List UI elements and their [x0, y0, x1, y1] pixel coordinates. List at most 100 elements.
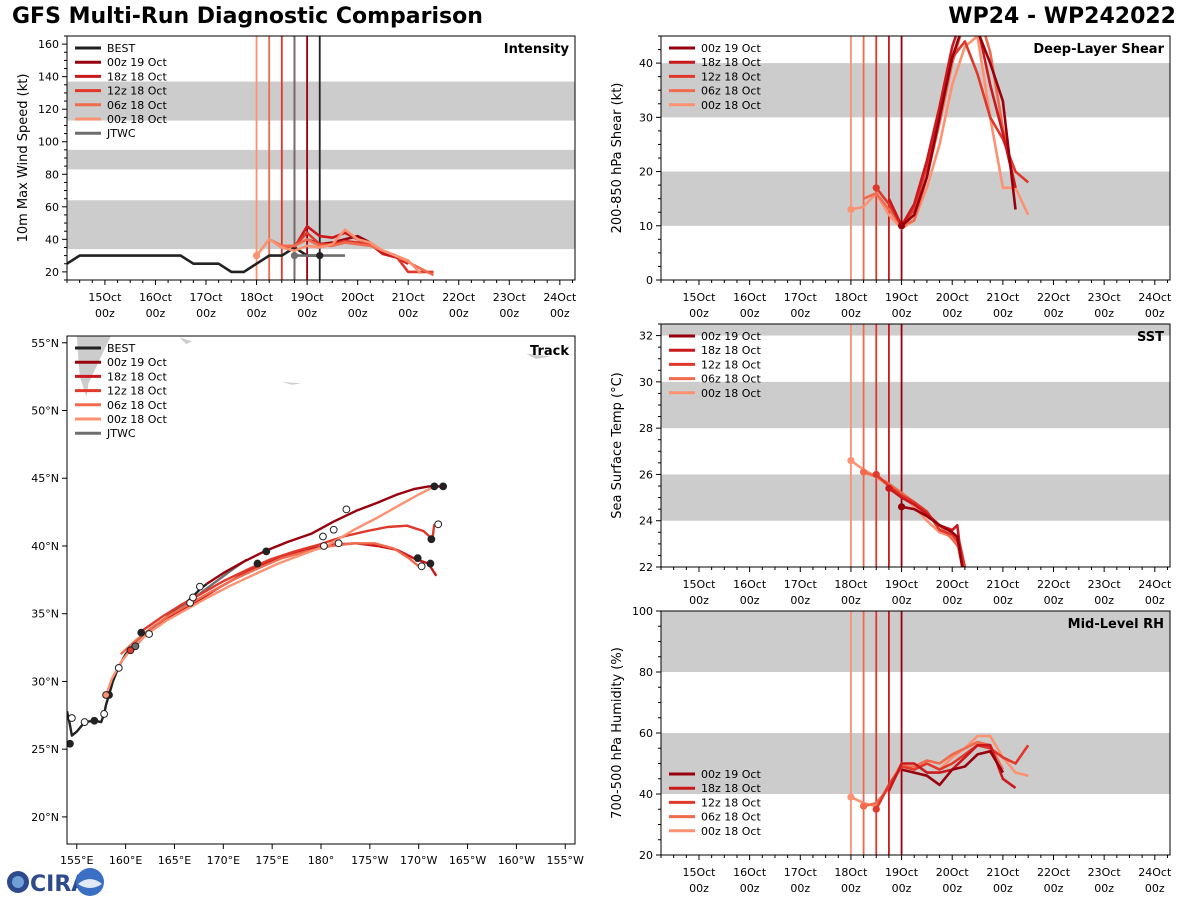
intensity-xtick-label: 19Oct: [291, 291, 325, 304]
track-xtick-label: 160°W: [498, 854, 535, 867]
rh-xtick-label: 15Oct: [682, 866, 716, 879]
sst-xtick-sublabel: 00z: [740, 594, 760, 607]
shear-ytick-label: 0: [646, 274, 653, 287]
track-xtick-label: 175°W: [351, 854, 388, 867]
legend-label-06z-18-oct: 06z 18 Oct: [701, 373, 761, 386]
shear-xtick-label: 15Oct: [682, 291, 716, 304]
track-marker-00z-19-oct: [334, 539, 343, 548]
track-marker-00z-19-oct: [426, 559, 435, 568]
intensity-ytick-label: 120: [38, 103, 59, 116]
intensity-ytick-label: 40: [45, 233, 59, 246]
track-xtick-label: 175°E: [255, 854, 288, 867]
intensity-marker-best: [316, 252, 324, 260]
legend-label-00z-18-oct: 00z 18 Oct: [107, 413, 167, 426]
track-marker-00z-19-oct: [329, 525, 338, 534]
intensity-xtick-sublabel: 00z: [146, 307, 166, 320]
rh-marker-00z-18-oct: [847, 793, 855, 801]
track-marker-best: [114, 663, 123, 672]
intensity-title: Intensity: [504, 42, 570, 57]
intensity-xtick-label: 15Oct: [88, 291, 122, 304]
intensity-xtick-label: 24Oct: [543, 291, 577, 304]
rh-xtick-sublabel: 00z: [1094, 882, 1114, 895]
aleutian-islands-east: [526, 353, 551, 360]
track-marker-00z-19-oct: [320, 542, 328, 550]
track-title: Track: [530, 344, 569, 359]
shear-panel: 0 10 20 30 40 15Oct 00z 16Oct 00z 17Oct 00z 18Oct 00…: [610, 35, 1172, 320]
intensity-xtick-sublabel: 00z: [398, 307, 418, 320]
page-title: GFS Multi-Run Diagnostic Comparison: [12, 4, 483, 29]
sst-xtick-sublabel: 00z: [892, 594, 912, 607]
intensity-threshold-band: [67, 81, 575, 121]
legend-label-jtwc: JTWC: [106, 427, 136, 440]
shear-ytick-label: 30: [639, 111, 653, 124]
shear-ytick-label: 10: [639, 220, 653, 233]
track-marker-best: [145, 630, 153, 638]
shear-threshold-band: [661, 63, 1170, 118]
legend-label-00z-18-oct: 00z 18 Oct: [701, 387, 761, 400]
rh-ytick-label: 20: [639, 849, 653, 862]
intensity-xtick-sublabel: 00z: [297, 307, 317, 320]
sst-ytick-label: 28: [639, 422, 653, 435]
rh-xtick-label: 23Oct: [1088, 866, 1122, 879]
shear-xtick-label: 20Oct: [936, 291, 970, 304]
shear-xtick-label: 21Oct: [986, 291, 1020, 304]
track-marker-jtwc: [131, 642, 140, 651]
legend-label-18z-18-oct: 18z 18 Oct: [701, 782, 761, 795]
sst-plot-area: [661, 324, 1170, 567]
shear-xtick-sublabel: 00z: [790, 307, 810, 320]
intensity-series-00z-18-oct: [255, 228, 422, 275]
intensity-series-best: [67, 246, 320, 274]
sst-ytick-label: 32: [639, 330, 653, 343]
track-marker-00z-19-oct: [342, 505, 351, 514]
track-xtick-label: 155°W: [547, 854, 584, 867]
sst-xtick-label: 16Oct: [733, 578, 767, 591]
track-marker-best: [137, 628, 146, 637]
sst-ytick-label: 26: [639, 468, 653, 481]
track-marker-00z-18-oct: [102, 691, 110, 699]
intensity-ytick-label: 60: [45, 201, 59, 214]
track-ytick-label: 45°N: [31, 472, 59, 485]
shear-xtick-label: 16Oct: [733, 291, 767, 304]
rh-panel: 20 40 60 80 100 15Oct 00z 16Oct 00z 17Oct 00z 18Oct…: [610, 605, 1172, 895]
track-marker-00z-19-oct: [427, 535, 436, 544]
sst-title: SST: [1137, 330, 1164, 345]
shear-xtick-sublabel: 00z: [1145, 307, 1165, 320]
shear-xtick-sublabel: 00z: [689, 307, 709, 320]
sst-marker-18z-18-oct: [885, 484, 893, 492]
track-ytick-label: 20°N: [31, 811, 59, 824]
shear-xtick-label: 18Oct: [834, 291, 868, 304]
rh-xtick-sublabel: 00z: [1145, 882, 1165, 895]
track-xtick-label: 180°: [308, 854, 335, 867]
rh-ylabel: 700-500 hPa Humidity (%): [610, 647, 625, 819]
storm-id: WP24 - WP242022: [948, 4, 1176, 29]
sst-xtick-sublabel: 00z: [841, 594, 861, 607]
track-ytick-label: 55°N: [31, 337, 59, 350]
kamchatka-landmass: [76, 336, 111, 397]
sst-xtick-label: 20Oct: [936, 578, 970, 591]
intensity-xtick-label: 16Oct: [139, 291, 173, 304]
intensity-plot-area: [67, 36, 575, 280]
rh-title: Mid-Level RH: [1068, 617, 1164, 632]
legend-label-18z-18-oct: 18z 18 Oct: [701, 56, 761, 69]
sst-series-00z-19-oct: [901, 505, 964, 567]
shear-xtick-sublabel: 00z: [1094, 307, 1114, 320]
sst-panel: 22 24 26 28 30 32 15Oct 00z 16Oct 00z 17Oct 00z 18Oc…: [610, 323, 1172, 607]
legend-label-00z-18-oct: 00z 18 Oct: [107, 113, 167, 126]
legend-label-00z-19-oct: 00z 19 Oct: [107, 56, 167, 69]
sst-xtick-label: 23Oct: [1088, 578, 1122, 591]
intensity-panel: 20 40 60 80 100 120 140 160 15Oct 00z 16Oct 00z 17Oc…: [16, 35, 577, 320]
intensity-threshold-band: [67, 200, 575, 250]
sst-marker-00z-19-oct: [897, 503, 906, 511]
intensity-ytick-label: 100: [38, 136, 59, 149]
rh-xtick-label: 17Oct: [784, 866, 818, 879]
shear-xtick-label: 24Oct: [1138, 291, 1172, 304]
shear-series-00z-19-oct: [900, 36, 1017, 227]
track-marker-best: [195, 582, 204, 591]
sst-ytick-label: 30: [639, 376, 653, 389]
rh-xtick-label: 21Oct: [986, 866, 1020, 879]
shear-ylabel: 200-850 hPa Shear (kt): [610, 83, 625, 234]
intensity-xtick-sublabel: 00z: [449, 307, 469, 320]
track-marker-best: [189, 593, 197, 602]
sst-xtick-sublabel: 00z: [1044, 594, 1064, 607]
